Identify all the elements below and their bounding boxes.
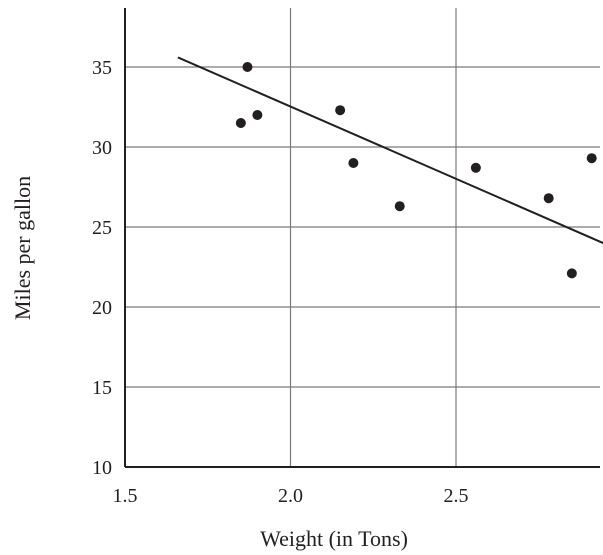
grid — [125, 8, 600, 467]
data-point — [566, 268, 577, 279]
x-tick-label: 2.0 — [278, 485, 303, 507]
y-tick-label: 30 — [92, 137, 112, 159]
data-point — [242, 62, 253, 72]
y-tick-label: 15 — [92, 377, 112, 399]
trend-line — [177, 56, 603, 245]
data-point — [235, 118, 246, 128]
x-tick-label: 1.5 — [113, 485, 138, 507]
data-point — [335, 105, 346, 116]
data-point — [348, 158, 359, 168]
data-point — [586, 153, 597, 164]
y-tick-label: 10 — [92, 457, 112, 479]
x-tick-labels: 1.52.02.53.03.54.0 — [113, 485, 469, 507]
trend-line-group — [177, 56, 603, 245]
y-tick-label: 35 — [92, 57, 112, 79]
y-tick-label: 25 — [92, 217, 112, 239]
data-point — [252, 110, 263, 120]
data-point — [543, 193, 554, 204]
data-point — [470, 162, 481, 173]
y-axis-title: Miles per gallon — [10, 176, 35, 320]
y-tick-labels: 10 15 20 25 30 35 — [92, 57, 112, 479]
x-axis-title: Weight (in Tons) — [260, 526, 408, 551]
y-tick-label: 20 — [92, 297, 112, 319]
x-tick-label: 2.5 — [444, 485, 469, 507]
data-points — [235, 62, 597, 279]
data-point — [394, 201, 405, 212]
axes — [124, 8, 600, 468]
